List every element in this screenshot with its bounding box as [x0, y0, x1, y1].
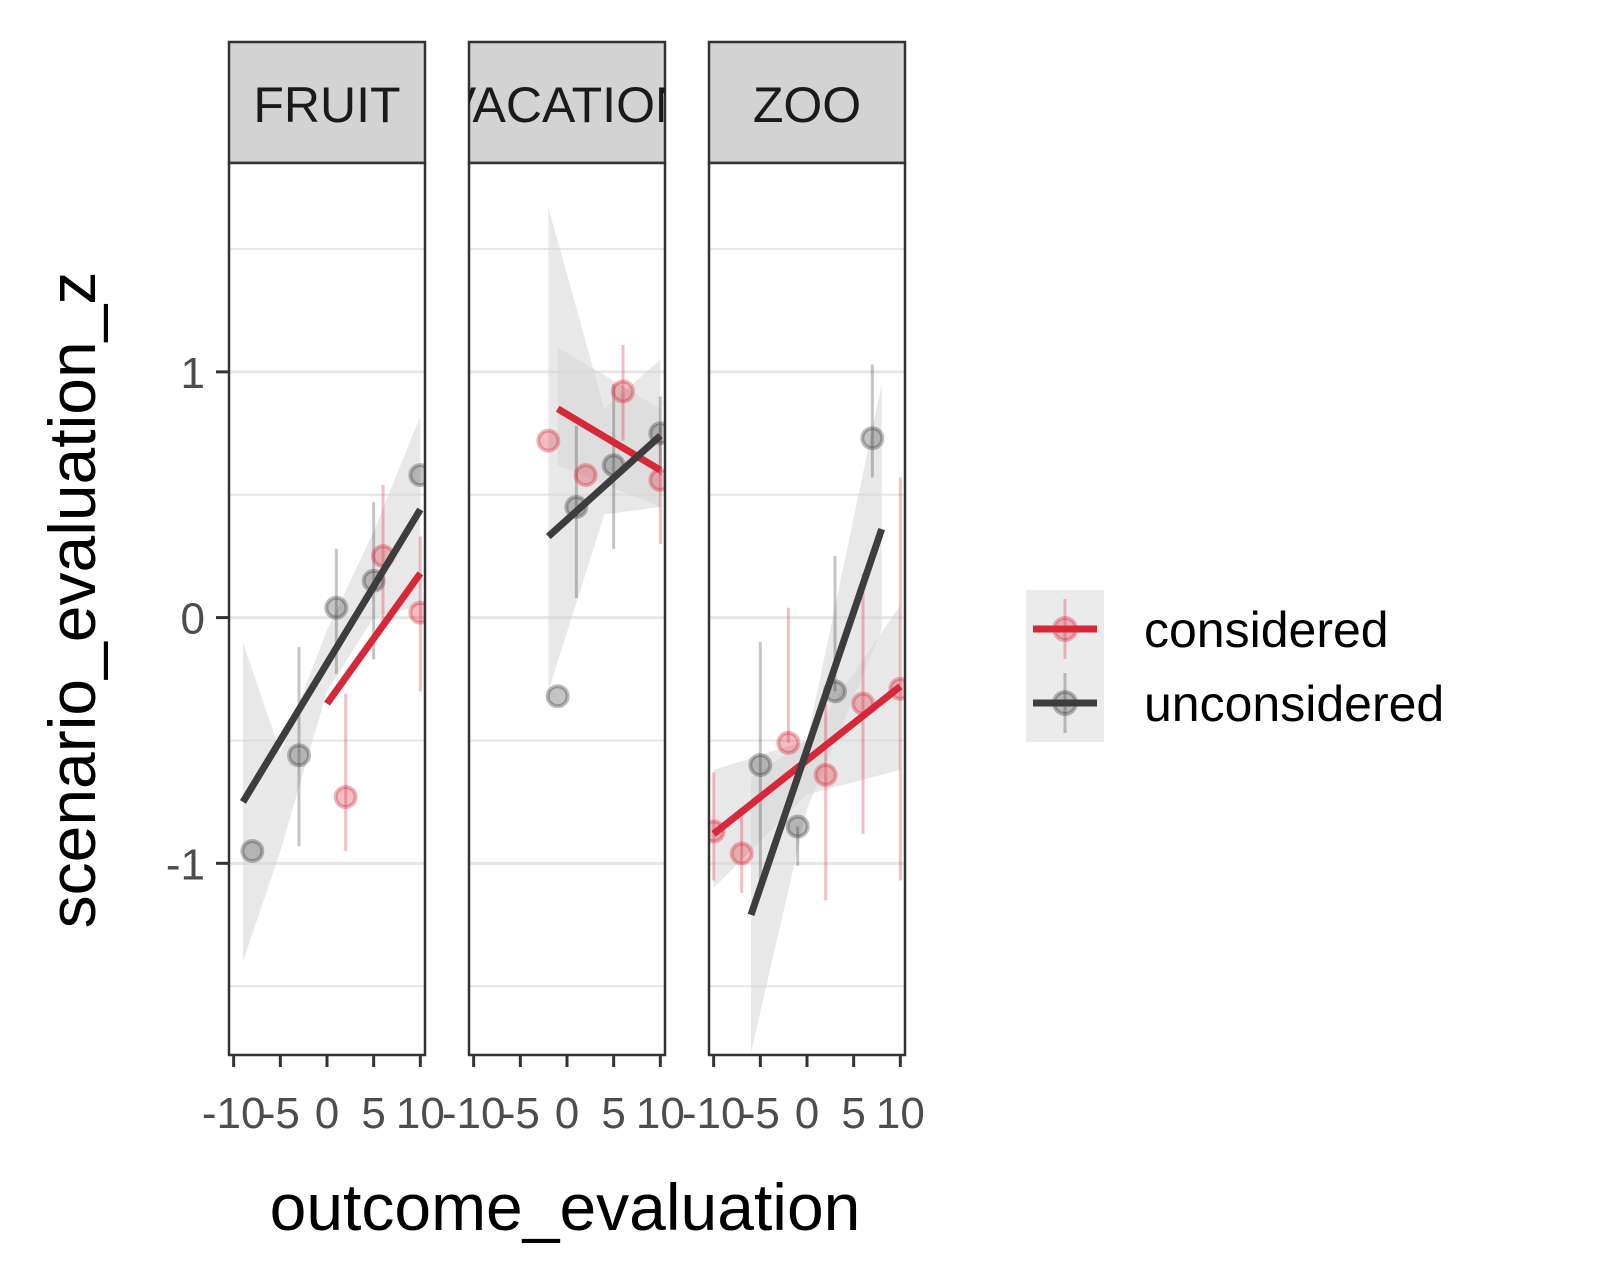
data-point-considered [648, 467, 665, 492]
data-point-unconsidered [324, 595, 349, 620]
facet-strip [467, 40, 667, 165]
facet-strip [707, 40, 907, 165]
data-point-considered [573, 463, 598, 488]
legend-key-background [1026, 590, 1104, 742]
x-tick-label: 10 [396, 1089, 445, 1138]
data-point-unconsidered [748, 753, 773, 778]
panel-content [240, 416, 425, 962]
fit-line-considered [555, 405, 663, 474]
y-tick-label: 0 [181, 595, 205, 644]
data-point-unconsidered [408, 463, 425, 488]
data-point-unconsidered [287, 743, 311, 768]
x-tick-label: 0 [555, 1089, 579, 1138]
data-point-considered [776, 730, 801, 755]
x-tick-label: -5 [741, 1089, 780, 1138]
facet-panel-vacation: VACATION -10-5 0 5 10 [442, 40, 691, 1138]
x-tick-label: 10 [876, 1089, 925, 1138]
x-tick-label: -10 [442, 1089, 506, 1138]
facet-panel-zoo: ZOO -10-5 0 5 10 [682, 40, 925, 1138]
y-axis: -1 0 1 [166, 349, 229, 889]
facet-panel-fruit: FRUIT -10-5 0 5 10 [202, 40, 445, 1138]
data-point-considered [333, 784, 358, 809]
x-tick-label: 0 [795, 1089, 819, 1138]
fit-line-unconsidered [545, 433, 663, 540]
data-point-unconsidered [545, 684, 570, 709]
facet-strip-label: VACATION [443, 77, 691, 133]
data-point-considered [729, 841, 754, 866]
fit-line-unconsidered [240, 507, 424, 804]
panel-content [709, 364, 905, 1053]
x-axis-title: outcome_evaluation [270, 1170, 861, 1244]
y-tick-label: 1 [181, 349, 205, 398]
x-tick-label: -10 [682, 1089, 746, 1138]
legend-label-considered: considered [1144, 602, 1389, 658]
legend: considered unconsidered [1026, 590, 1444, 742]
data-point-unconsidered [785, 814, 810, 839]
data-point-considered [813, 762, 838, 787]
confidence-ribbon-unconsidered [243, 416, 421, 962]
data-point-considered [408, 600, 425, 625]
x-tick-label: 5 [841, 1089, 865, 1138]
facet-strip-label: ZOO [753, 77, 861, 133]
x-tick-label: -5 [501, 1089, 540, 1138]
facet-strip [227, 40, 427, 165]
x-tick-label: -10 [202, 1089, 266, 1138]
x-tick-label: 5 [361, 1089, 385, 1138]
panel-content [536, 207, 665, 709]
data-point-considered [611, 379, 635, 404]
facet-strip-label: FRUIT [253, 77, 400, 133]
data-point-unconsidered [240, 839, 265, 864]
y-axis-title: scenario_evaluation_z [35, 272, 109, 929]
x-tick-label: 5 [601, 1089, 625, 1138]
fit-line-unconsidered [747, 528, 885, 917]
y-tick-label: -1 [166, 840, 205, 889]
confidence-ribbon-unconsidered [548, 207, 661, 692]
fit-line-considered [324, 571, 424, 706]
data-point-unconsidered [860, 426, 885, 451]
x-tick-label: 0 [315, 1089, 339, 1138]
x-tick-label: 10 [636, 1089, 685, 1138]
data-point-considered [536, 428, 561, 453]
legend-label-unconsidered: unconsidered [1144, 676, 1444, 732]
x-tick-label: -5 [261, 1089, 300, 1138]
